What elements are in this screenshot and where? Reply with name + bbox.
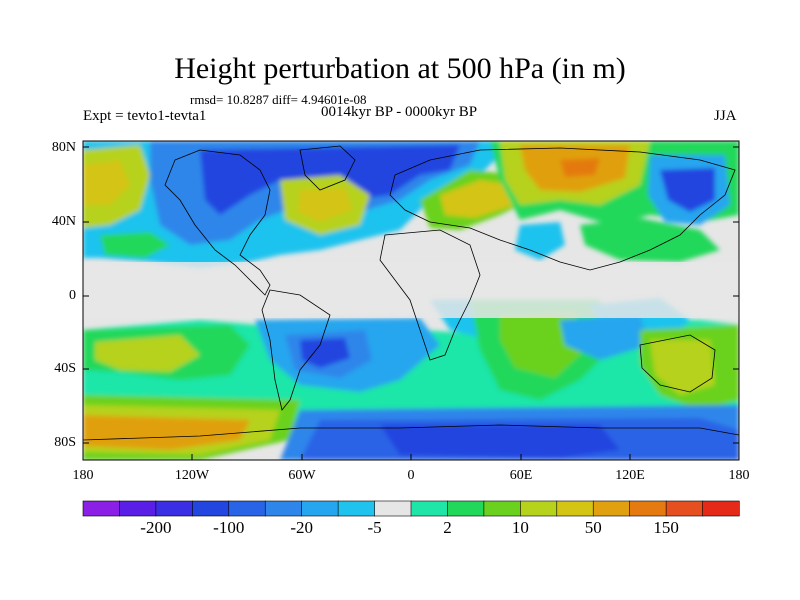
lon-tick-label: 0	[407, 468, 415, 483]
lon-tick-label: 180	[728, 468, 750, 483]
lat-ticks	[83, 146, 739, 444]
colorbar-box	[447, 500, 485, 517]
colorbar-label: -200	[140, 518, 172, 537]
colorbar-box	[337, 500, 376, 517]
colorbar-box	[192, 500, 230, 517]
contour-region	[580, 218, 720, 262]
contour-region	[298, 188, 352, 222]
colorbar-label: 150	[653, 518, 679, 537]
coastline-greenland	[299, 145, 356, 191]
plot-title: Height perturbation at 500 hPa (in m)	[174, 52, 626, 85]
experiment-label: Expt = tevto1-tevta1	[83, 108, 207, 124]
colorbar-label: -5	[367, 518, 382, 537]
coastlines	[83, 145, 739, 441]
colorbar-box	[702, 500, 740, 517]
stats-text: rmsd= 10.8287 diff= 4.94601e-08	[190, 92, 367, 107]
colorbar-box	[119, 500, 157, 517]
lon-tick-label: 120E	[615, 468, 645, 483]
colorbar-box	[301, 500, 339, 517]
contour-region	[83, 160, 130, 205]
lon-ticks	[191, 454, 631, 460]
contour-region	[100, 232, 170, 258]
contour-region	[660, 168, 715, 212]
colorbar-box	[665, 500, 704, 517]
colorbar-box	[520, 500, 558, 517]
coastline-south-america	[261, 289, 331, 411]
coastline-eurasia	[389, 147, 736, 271]
contour-region	[560, 315, 650, 360]
colorbar-label: 2	[443, 518, 452, 537]
contour-region	[95, 335, 200, 372]
lon-tick-label: 180	[72, 468, 94, 483]
colorbar-box	[410, 500, 449, 517]
colorbar-box	[556, 500, 594, 517]
colorbar-label: 10	[511, 518, 529, 537]
lat-tick-label: 80S	[54, 435, 76, 450]
coastline-antarctica	[83, 424, 739, 441]
contour-region	[650, 340, 715, 395]
contour-region	[515, 222, 565, 260]
season-label: JJA	[714, 108, 737, 124]
colorbar-box	[155, 500, 193, 517]
colorbar	[82, 500, 740, 517]
colorbar-box	[82, 500, 121, 517]
coastline-australia	[639, 334, 716, 393]
lat-tick-label: 40N	[51, 214, 76, 229]
lon-tick-label: 120W	[174, 468, 210, 483]
colorbar-box	[483, 500, 521, 517]
colorbar-label: -100	[213, 518, 245, 537]
equatorial-band	[83, 262, 739, 318]
coastline-north-america	[164, 149, 271, 296]
lon-tick-label: 60W	[288, 468, 316, 483]
lat-tick-label: 80N	[51, 140, 76, 155]
colorbar-label: 50	[584, 518, 602, 537]
colorbar-label: -20	[290, 518, 313, 537]
colorbar-box	[629, 500, 667, 517]
colorbar-box	[228, 500, 266, 517]
contour-region	[440, 180, 515, 218]
contour-region	[83, 415, 250, 450]
colorbar-box	[264, 500, 303, 517]
contour-field	[83, 141, 739, 460]
contour-region	[560, 158, 600, 177]
colorbar-box	[374, 500, 412, 517]
lon-tick-label: 60E	[509, 468, 533, 483]
period-label: 0014kyr BP - 0000kyr BP	[321, 104, 478, 120]
lat-tick-label: 40S	[54, 361, 76, 376]
colorbar-box	[592, 500, 631, 517]
contour-region	[300, 338, 350, 368]
contour-region	[380, 425, 620, 458]
lat-tick-label: 0	[69, 288, 76, 303]
coastline-africa	[379, 229, 481, 361]
